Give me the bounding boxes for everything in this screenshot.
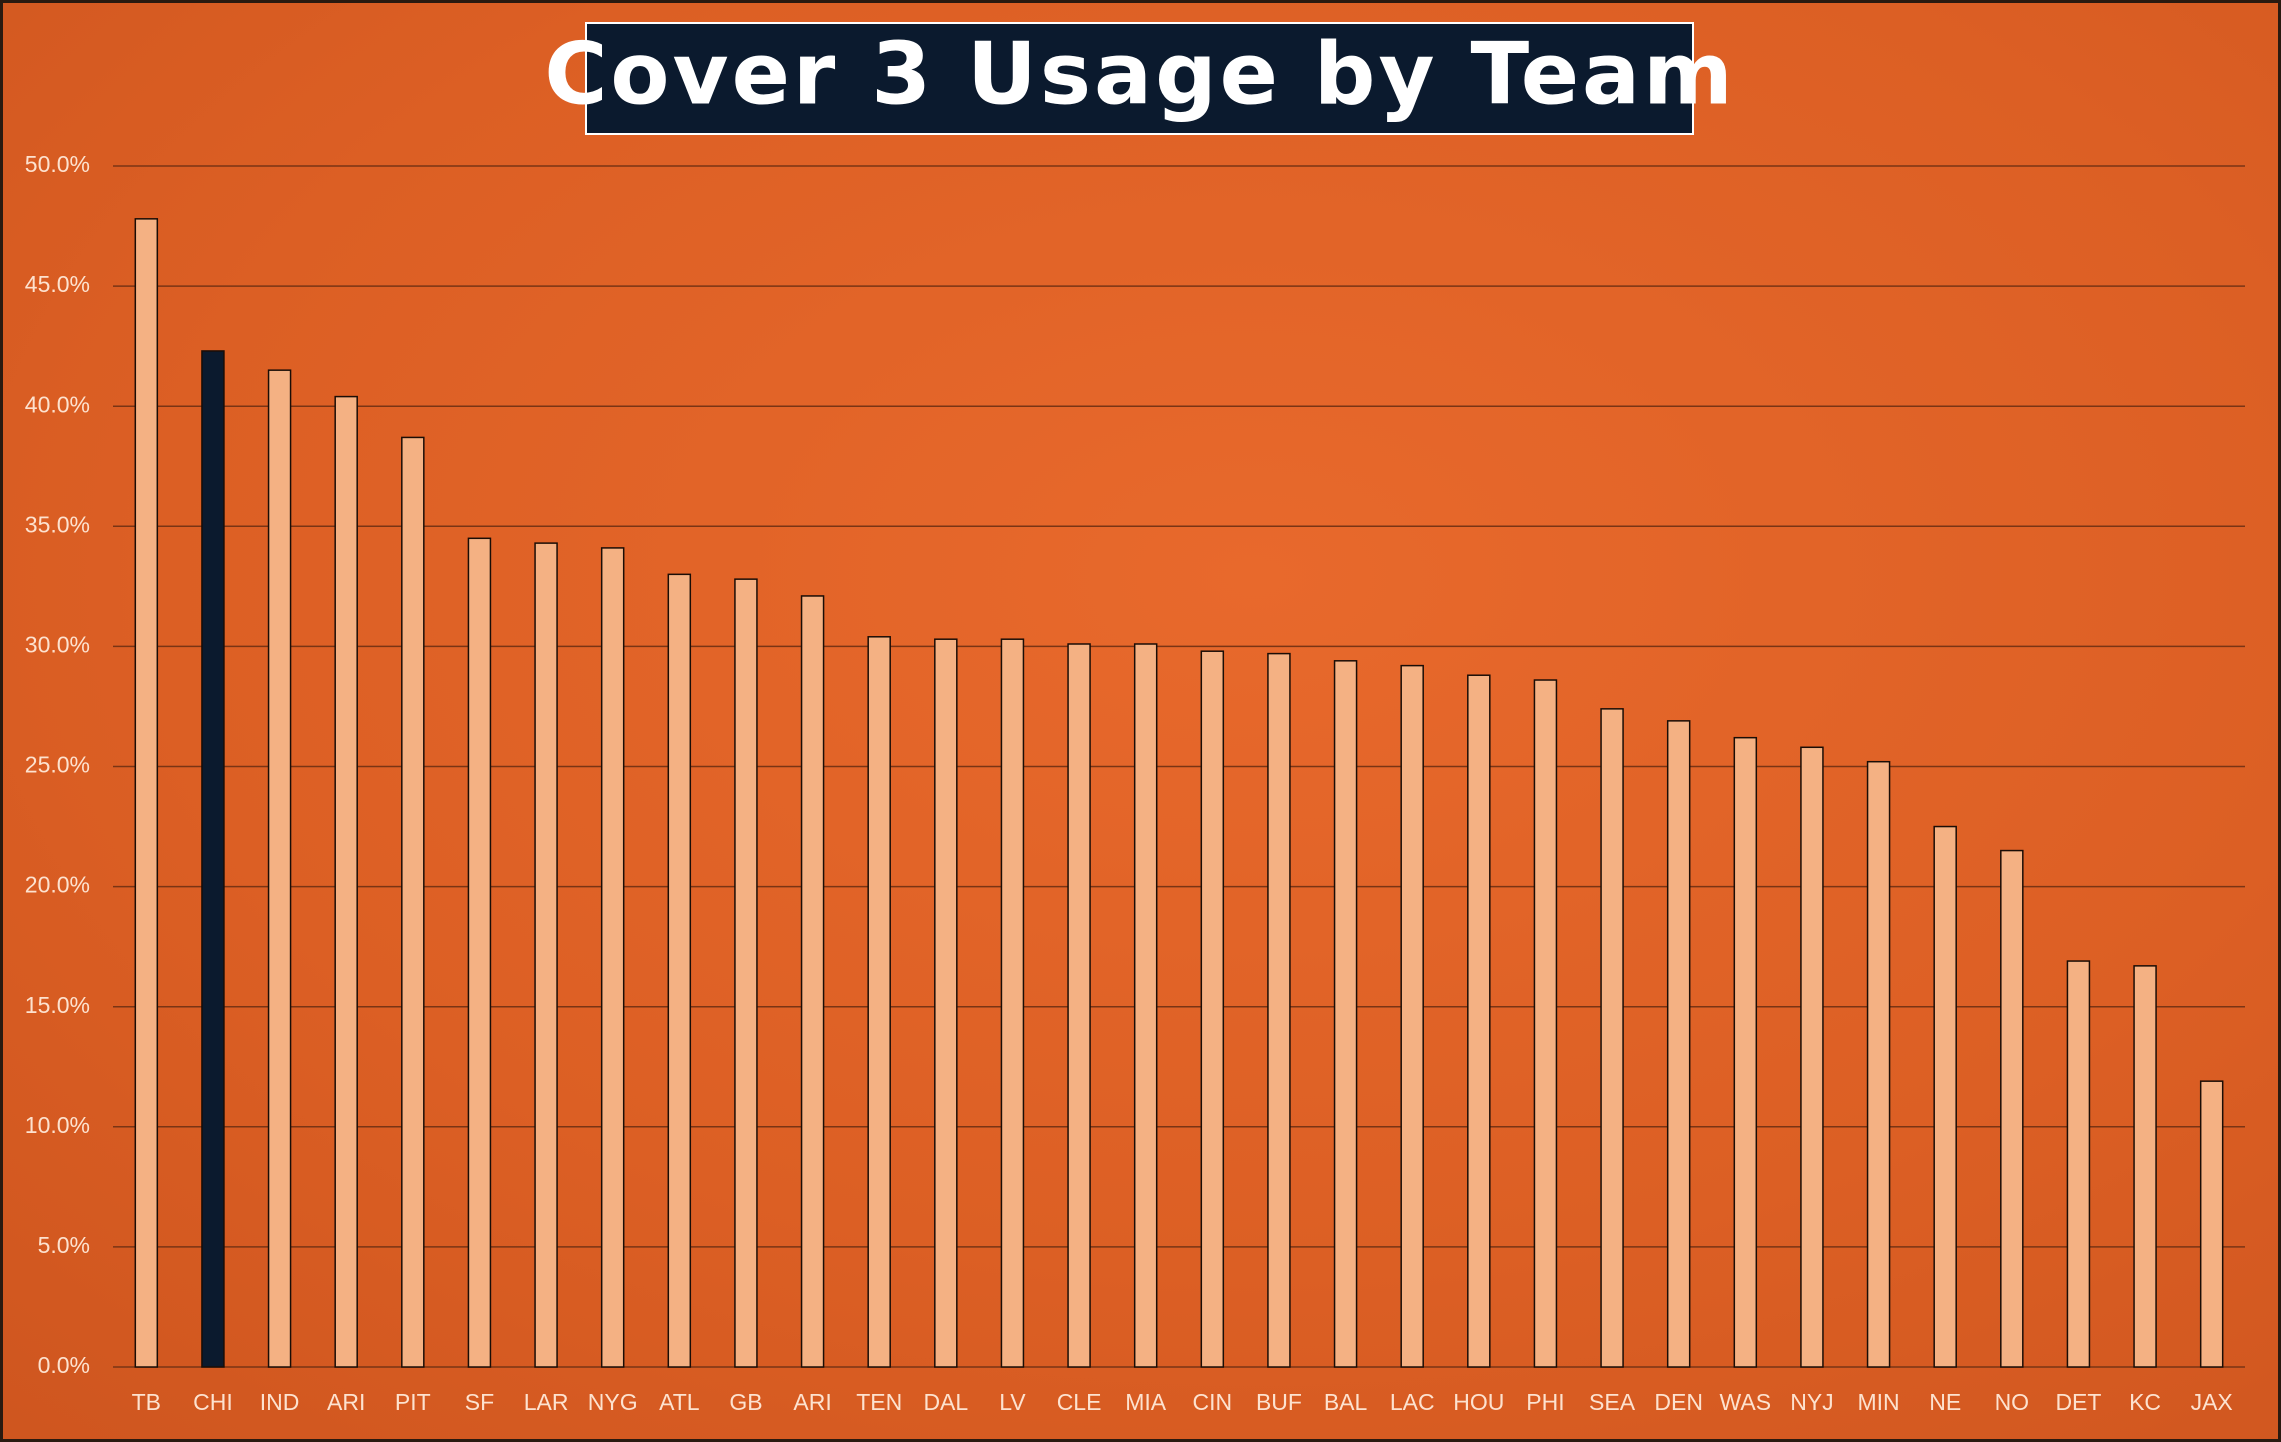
- chart-title: Cover 3 Usage by Team: [544, 24, 1735, 124]
- x-tick-label: LAR: [524, 1389, 569, 1415]
- y-tick-label: 50.0%: [25, 151, 90, 177]
- x-tick-label: WAS: [1720, 1389, 1772, 1415]
- x-tick-label: TEN: [856, 1389, 902, 1415]
- bar: [1933, 825, 1957, 1368]
- bar: [800, 595, 825, 1368]
- x-tick-label: DAL: [923, 1389, 968, 1415]
- x-tick-label: CIN: [1193, 1389, 1233, 1415]
- y-tick-label: 5.0%: [38, 1232, 90, 1258]
- bar: [1866, 760, 1891, 1368]
- bar: [1133, 643, 1158, 1368]
- x-tick-label: SF: [465, 1389, 494, 1415]
- x-tick-label: NO: [1995, 1389, 2030, 1415]
- bar: [1333, 660, 1358, 1368]
- x-tick-label: MIA: [1125, 1389, 1167, 1415]
- y-tick-label: 10.0%: [25, 1112, 90, 1138]
- bar: [2199, 1080, 2224, 1368]
- x-tick-label: DEN: [1654, 1389, 1703, 1415]
- x-tick-label: BUF: [1256, 1389, 1302, 1415]
- y-tick-label: 40.0%: [25, 391, 90, 417]
- bar: [2000, 849, 2024, 1368]
- x-tick-label: GB: [729, 1389, 762, 1415]
- x-tick-label: NYJ: [1790, 1389, 1833, 1415]
- x-tick-label: LV: [999, 1389, 1026, 1415]
- x-tick-label: MIN: [1857, 1389, 1899, 1415]
- x-tick-label: IND: [260, 1389, 300, 1415]
- bar: [1666, 720, 1691, 1368]
- x-tick-label: HOU: [1453, 1389, 1504, 1415]
- bar: [1733, 736, 1758, 1368]
- bar: [2066, 960, 2091, 1368]
- bar: [401, 436, 425, 1368]
- y-tick-label: 0.0%: [38, 1352, 90, 1378]
- bar: [934, 638, 958, 1368]
- bar: [1800, 746, 1824, 1368]
- x-tick-label: TB: [132, 1389, 161, 1415]
- y-tick-label: 25.0%: [25, 752, 90, 778]
- bar: [1267, 652, 1291, 1368]
- x-tick-label: CLE: [1057, 1389, 1102, 1415]
- bar: [1400, 664, 1424, 1368]
- bar: [1533, 679, 1558, 1368]
- bar: [534, 542, 558, 1368]
- bar: [1600, 708, 1624, 1368]
- bar: [2133, 965, 2157, 1368]
- bar: [667, 573, 692, 1368]
- y-tick-label: 35.0%: [25, 511, 90, 537]
- y-tick-label: 30.0%: [25, 631, 90, 657]
- x-tick-label: ARI: [327, 1389, 365, 1415]
- bar: [134, 218, 159, 1368]
- bar: [1200, 650, 1225, 1368]
- x-tick-label: CHI: [193, 1389, 233, 1415]
- y-tick-label: 15.0%: [25, 992, 90, 1018]
- bar: [1067, 643, 1091, 1368]
- x-tick-label: SEA: [1589, 1389, 1636, 1415]
- bar: [1467, 674, 1491, 1368]
- bar: [201, 350, 225, 1368]
- bar: [1000, 638, 1025, 1368]
- x-tick-label: NE: [1929, 1389, 1961, 1415]
- x-tick-label: NYG: [588, 1389, 638, 1415]
- x-tick-label: ARI: [793, 1389, 831, 1415]
- x-tick-label: PHI: [1526, 1389, 1564, 1415]
- x-tick-label: LAC: [1390, 1389, 1435, 1415]
- bar: [867, 636, 891, 1368]
- x-tick-label: PIT: [395, 1389, 431, 1415]
- x-tick-label: DET: [2055, 1389, 2101, 1415]
- bar: [600, 547, 625, 1368]
- title-box: [585, 22, 1694, 135]
- bar: [334, 395, 358, 1368]
- x-tick-label: KC: [2129, 1389, 2161, 1415]
- bar: [734, 578, 758, 1368]
- x-tick-label: ATL: [659, 1389, 700, 1415]
- y-tick-label: 20.0%: [25, 872, 90, 898]
- y-tick-label: 45.0%: [25, 271, 90, 297]
- x-tick-label: JAX: [2191, 1389, 2233, 1415]
- x-tick-label: BAL: [1324, 1389, 1368, 1415]
- bar: [267, 369, 292, 1368]
- bar: [467, 537, 492, 1368]
